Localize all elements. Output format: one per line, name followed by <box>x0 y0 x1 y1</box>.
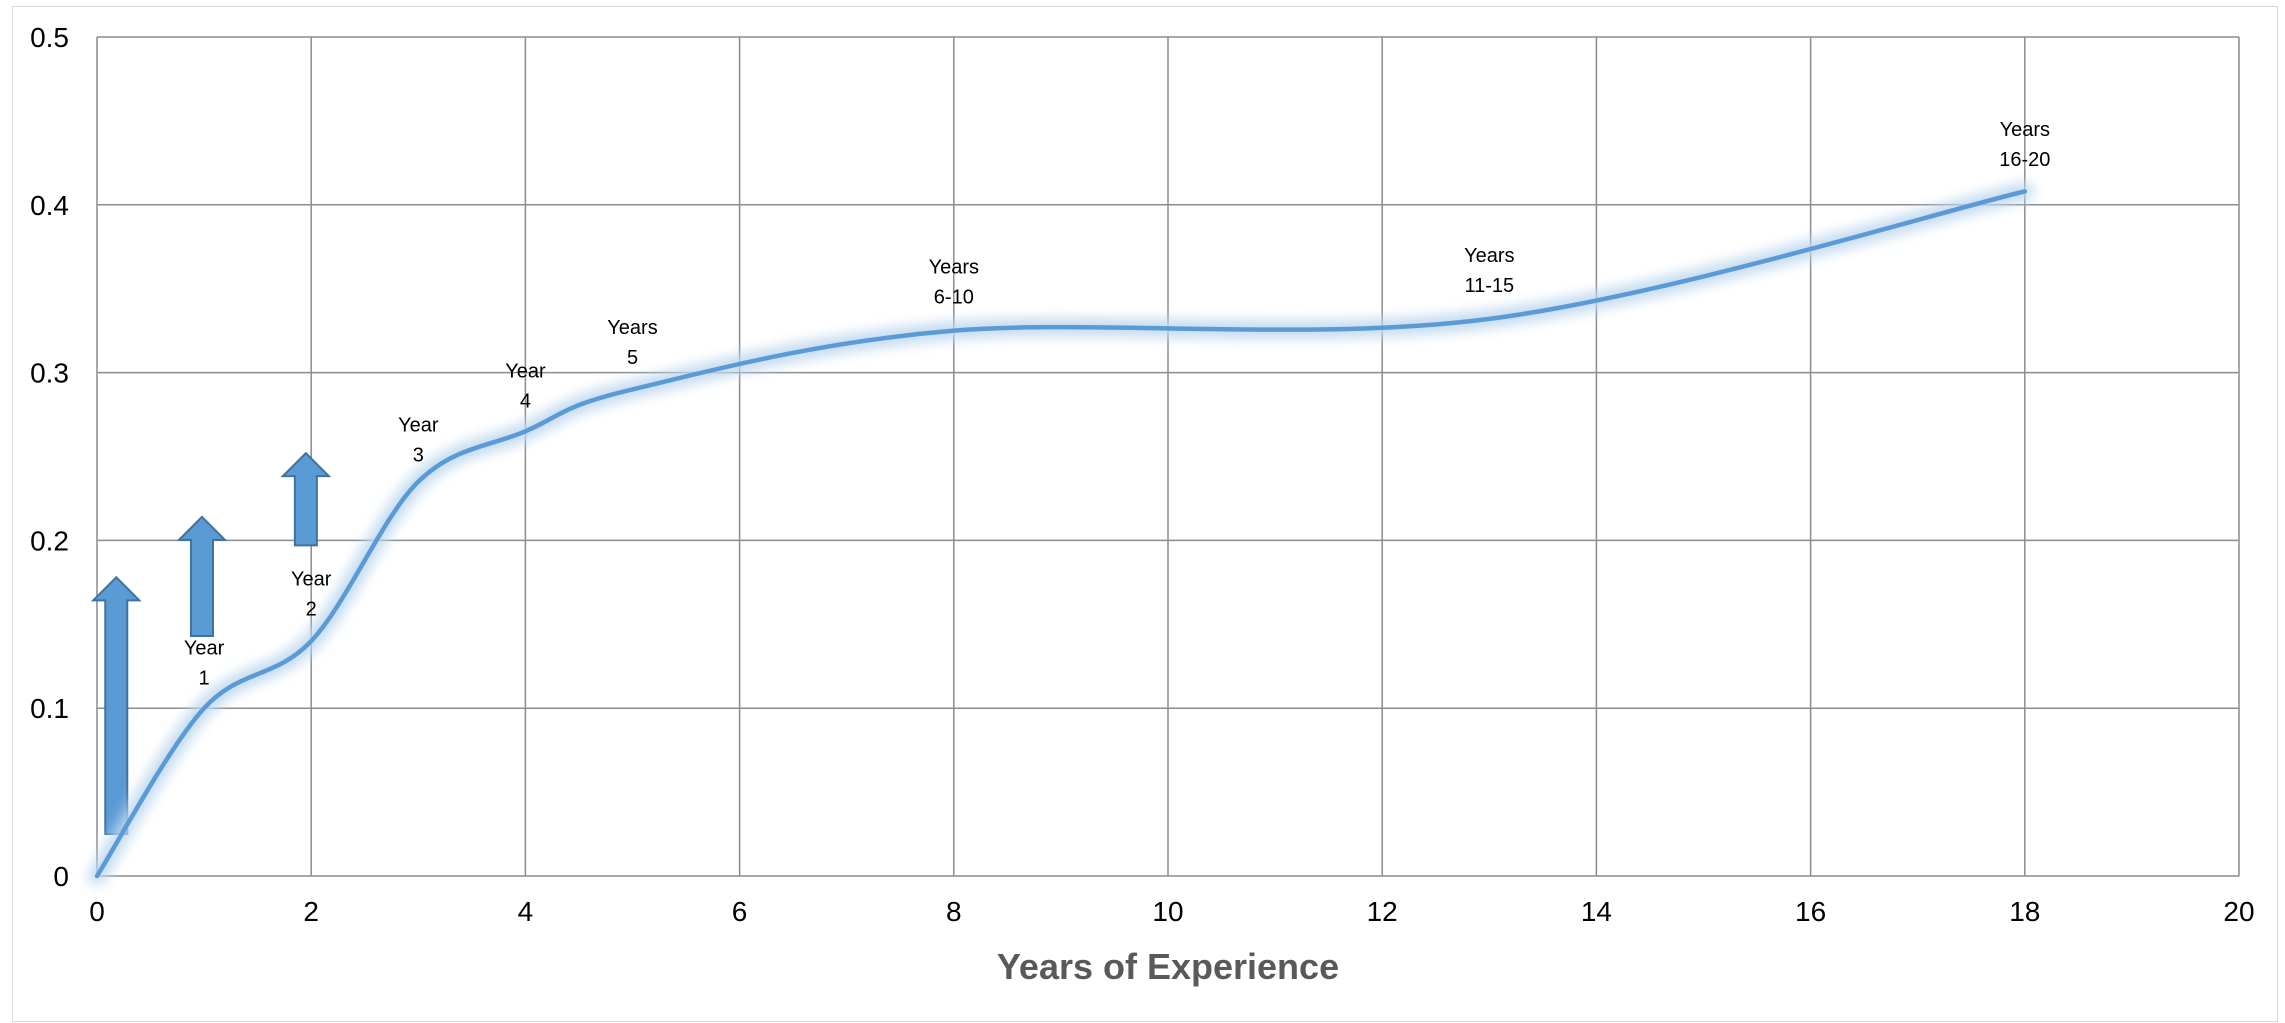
y-tick-label: 0.3 <box>30 358 69 389</box>
x-tick-label: 2 <box>303 896 319 927</box>
arrows <box>90 451 332 836</box>
x-tick-label: 16 <box>1795 896 1826 927</box>
annotation-line: Years <box>607 317 657 339</box>
annotation-line: Year <box>398 414 439 436</box>
x-axis-title: Years of Experience <box>997 946 1339 987</box>
y-tick-labels: 0 0.1 0.2 0.3 0.4 0.5 <box>30 22 69 892</box>
annotation-label: Years 5 <box>607 317 657 369</box>
series-line <box>94 189 2028 879</box>
grid-lines <box>96 36 2240 877</box>
y-tick-label: 0.5 <box>30 22 69 53</box>
x-tick-label: 18 <box>2009 896 2040 927</box>
annotation-label: Year 3 <box>398 414 439 466</box>
series-line-glow <box>88 182 2034 885</box>
y-tick-label: 0 <box>53 861 69 892</box>
x-tick-label: 6 <box>732 896 748 927</box>
x-tick-label: 12 <box>1367 896 1398 927</box>
x-tick-label: 20 <box>2223 896 2254 927</box>
annotation-line: 2 <box>306 599 317 621</box>
x-tick-label: 0 <box>89 896 105 927</box>
y-tick-label: 0.1 <box>30 693 69 724</box>
x-tick-label: 4 <box>518 896 534 927</box>
x-tick-label: 14 <box>1581 896 1612 927</box>
x-tick-labels: 0 2 4 6 8 10 12 14 16 18 20 <box>89 896 2254 927</box>
x-tick-label: 8 <box>946 896 962 927</box>
annotation-line: Years <box>1464 245 1514 267</box>
annotation-line: 16-20 <box>1999 149 2050 171</box>
annotation-line: 3 <box>413 444 424 466</box>
annotation-label: Year 1 <box>184 638 225 690</box>
annotation-line: 1 <box>199 668 210 690</box>
annotation-line: Year <box>505 361 546 383</box>
annotation-line: Years <box>2000 119 2050 141</box>
chart-frame: Year 1 Year 2 Year 3 Year 4 Years 5 Years 6-10 Years… <box>12 6 2278 1022</box>
annotation-line: 11-15 <box>1464 275 1514 297</box>
x-tick-label: 10 <box>1152 896 1183 927</box>
annotation-line: 4 <box>520 391 531 413</box>
annotation-line: Year <box>291 569 332 591</box>
annotation-line: Year <box>184 638 225 660</box>
annotation-line: Years <box>929 257 979 279</box>
annotation-label: Years 11-15 <box>1464 245 1514 297</box>
up-arrow <box>280 451 332 547</box>
series-lines <box>88 182 2034 885</box>
y-tick-label: 0.2 <box>30 525 69 556</box>
up-arrow <box>90 575 142 836</box>
up-arrow <box>176 515 228 638</box>
annotation-label: Year 2 <box>291 569 332 621</box>
annotation-label: Years 6-10 <box>929 257 979 309</box>
annotation-line: 5 <box>627 347 638 369</box>
annotation-line: 6-10 <box>934 287 974 309</box>
annotation-label: Year 4 <box>505 361 546 413</box>
y-tick-label: 0.4 <box>30 190 69 221</box>
annotation-label: Years 16-20 <box>1999 119 2050 171</box>
